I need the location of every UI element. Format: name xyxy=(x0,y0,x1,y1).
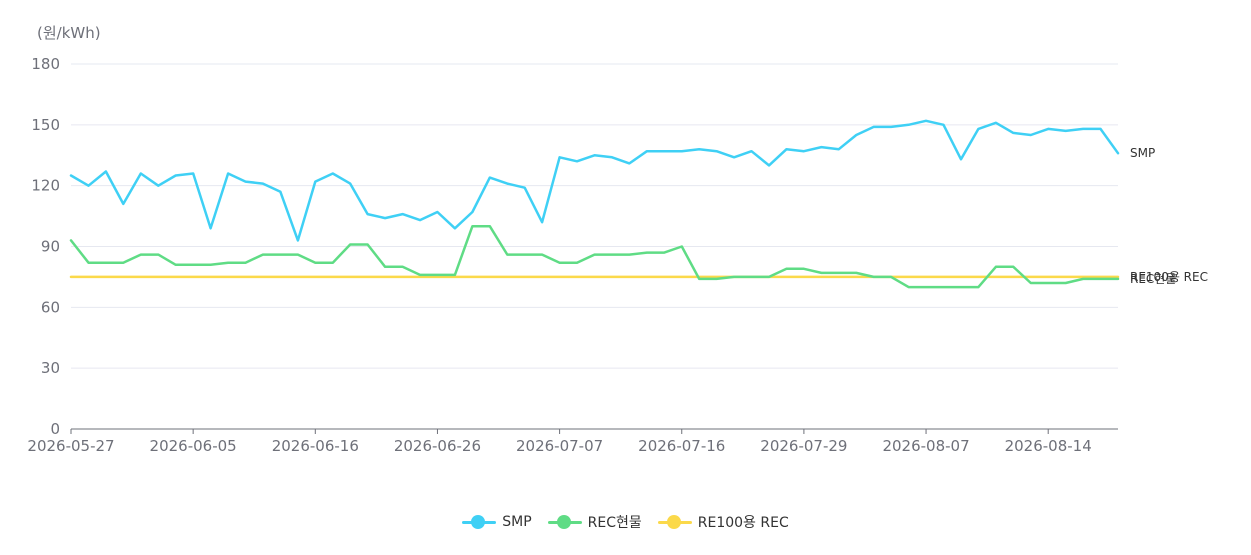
y-tick-label: 0 xyxy=(50,420,60,438)
series-line-0 xyxy=(69,119,1120,242)
y-tick-label: 180 xyxy=(31,55,60,73)
series-end-label: SMP xyxy=(1130,146,1155,160)
legend-label: RE100용 REC xyxy=(697,515,789,531)
x-tick-label: 2026-05-27 xyxy=(27,437,114,455)
x-tick-label: 2026-07-07 xyxy=(516,437,603,455)
x-tick-label: 2026-08-07 xyxy=(882,437,969,455)
y-tick-label: 30 xyxy=(41,359,60,377)
y-axis-unit-label: (원/kWh) xyxy=(37,24,101,42)
y-tick-label: 120 xyxy=(31,177,60,195)
x-tick-label: 2026-08-14 xyxy=(1005,437,1092,455)
legend-label: REC현물 xyxy=(587,515,642,531)
x-tick-label: 2026-06-16 xyxy=(272,437,359,455)
y-tick-label: 90 xyxy=(41,238,60,256)
series-line-1 xyxy=(69,224,1120,289)
legend-item[interactable]: RE100용 REC xyxy=(657,512,789,532)
series-end-label: REC현물 xyxy=(1130,272,1176,286)
legend-label: SMP xyxy=(502,514,532,530)
y-tick-label: 150 xyxy=(31,116,60,134)
x-axis: 2026-05-27 2026-06-05 2026-06-16 2026-06-26… xyxy=(27,428,1118,455)
legend-marker-icon xyxy=(462,515,497,529)
legend: SMP REC현물 RE100용 REC xyxy=(0,510,1251,534)
x-tick-label: 2026-06-05 xyxy=(150,437,237,455)
legend-marker-icon xyxy=(547,515,582,529)
x-tick-label: 2026-07-16 xyxy=(638,437,725,455)
x-tick-label: 2026-06-26 xyxy=(394,437,481,455)
y-axis-ticks: 0 30 60 90 120 150 180 xyxy=(31,55,60,438)
series-end-label: RE100용 REC xyxy=(1130,270,1208,284)
x-tick-label: 2026-07-29 xyxy=(760,437,847,455)
grid-lines xyxy=(71,63,1118,369)
series-lines xyxy=(69,119,1120,289)
y-tick-label: 60 xyxy=(41,298,60,316)
legend-marker-icon xyxy=(657,515,692,529)
legend-item[interactable]: REC현물 xyxy=(547,512,642,532)
legend-item[interactable]: SMP xyxy=(462,514,532,530)
